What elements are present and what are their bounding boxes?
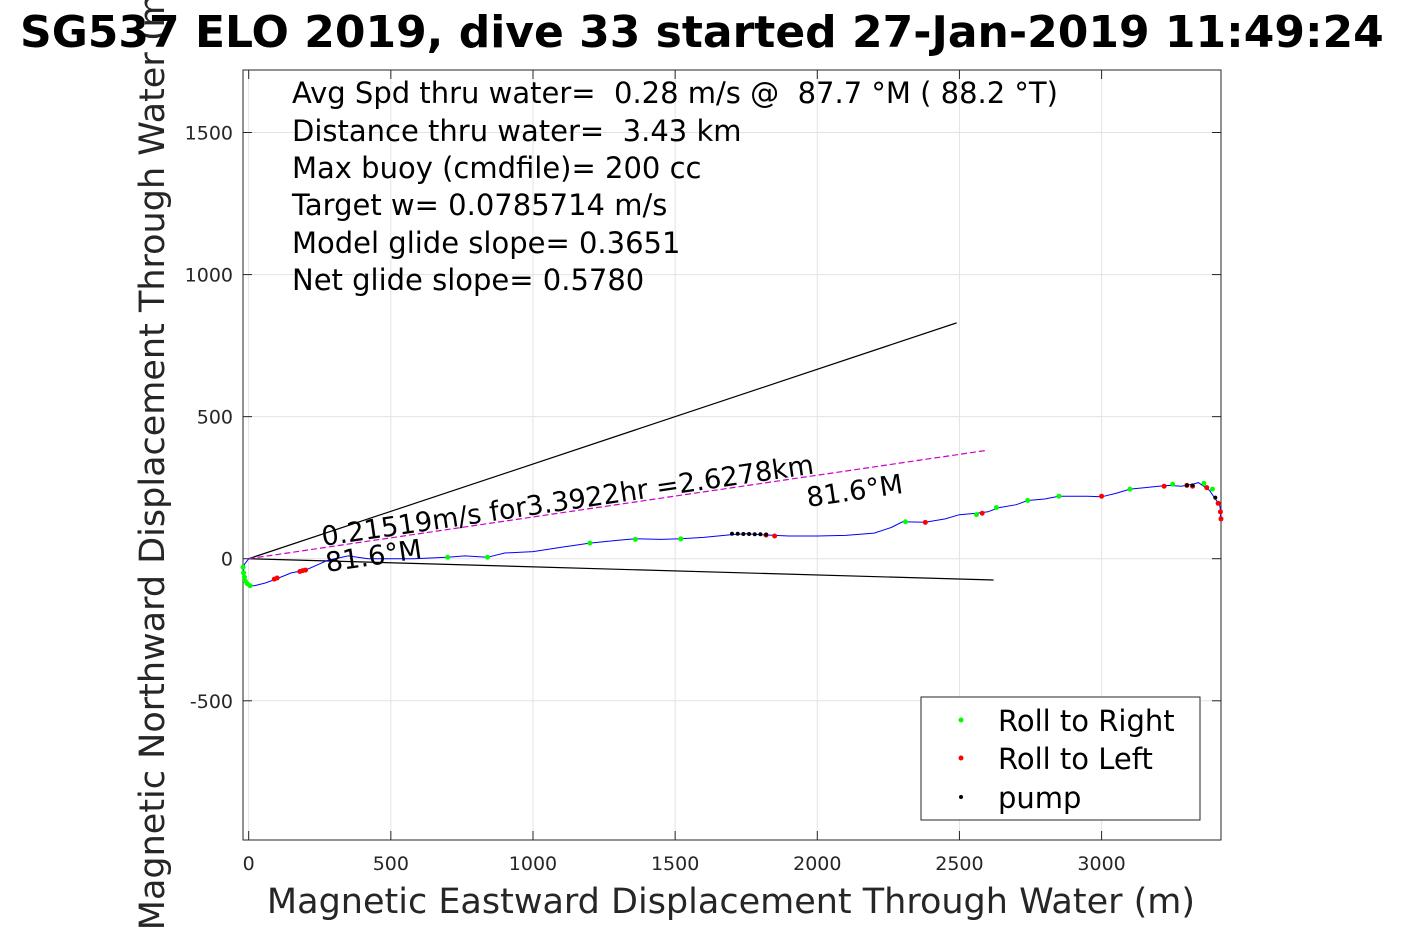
legend-box	[920, 696, 1201, 821]
x-tick-label: 2000	[793, 853, 841, 875]
point-roll-to-right	[1209, 486, 1215, 492]
point-roll-to-right	[1025, 497, 1031, 503]
y-tick-label: 500	[197, 407, 233, 429]
info-line-net-slope: Net glide slope= 0.5780	[292, 263, 644, 297]
point-roll-to-right	[1127, 486, 1133, 492]
x-tick-label: 500	[373, 853, 409, 875]
legend-marker-pump	[959, 795, 963, 799]
point-roll-to-right	[247, 583, 253, 589]
info-line-speed: Avg Spd thru water= 0.28 m/s @ 87.7 °M (…	[292, 76, 1058, 110]
point-pump	[758, 532, 763, 537]
legend-label-roll-left: Roll to Left	[998, 742, 1153, 776]
glider-track	[242, 482, 1222, 587]
y-tick-label: 1000	[185, 265, 233, 287]
point-roll-to-left	[1161, 483, 1167, 489]
point-roll-to-left	[979, 510, 985, 516]
point-roll-to-left	[1218, 516, 1224, 522]
legend: Roll to Right Roll to Left pump	[920, 696, 1201, 821]
x-axis-label: Magnetic Eastward Displacement Through W…	[267, 882, 1195, 922]
point-roll-to-right	[241, 570, 247, 576]
point-roll-to-left	[303, 567, 309, 573]
info-line-model-slope: Model glide slope= 0.3651	[292, 226, 680, 260]
x-tick-label: 2500	[935, 853, 983, 875]
point-roll-to-left	[1204, 485, 1210, 491]
point-roll-to-right	[485, 554, 490, 560]
point-roll-to-left	[1215, 500, 1221, 506]
point-roll-to-left	[1099, 493, 1105, 499]
y-tick-label: 1500	[185, 123, 233, 145]
point-roll-to-right	[587, 540, 593, 546]
point-roll-to-left	[1217, 509, 1223, 515]
point-roll-to-right	[902, 519, 908, 525]
legend-marker-roll-left	[958, 755, 964, 761]
current-vector-line	[248, 449, 988, 560]
info-box: Avg Spd thru water= 0.28 m/s @ 87.7 °M (…	[291, 76, 1058, 297]
point-roll-to-right	[678, 536, 684, 542]
point-pump	[1213, 495, 1218, 500]
point-roll-to-right	[1056, 493, 1062, 499]
chart-title: SG537 ELO 2019, dive 33 started 27-Jan-2…	[20, 7, 1384, 58]
heading-wedge-upper-line	[248, 322, 957, 560]
point-roll-to-right	[1201, 480, 1207, 486]
track-layer	[242, 482, 1222, 587]
x-tick-label: 3000	[1077, 853, 1125, 875]
reference-lines	[248, 322, 994, 581]
point-pump	[747, 531, 752, 536]
point-pump	[730, 531, 734, 536]
point-pump	[764, 532, 769, 537]
point-roll-to-right	[632, 536, 638, 542]
legend-marker-roll-right	[958, 717, 964, 723]
legend-label-pump: pump	[998, 781, 1081, 815]
x-tick-label: 0	[243, 853, 255, 875]
point-pump	[1184, 483, 1189, 488]
y-axis-label: Magnetic Northward Displacement Through …	[133, 0, 173, 930]
point-roll-to-left	[274, 575, 280, 581]
point-pump	[735, 531, 740, 536]
axis-ticks: 0 500 1000 1500 2000 2500 3000 -500 0 500 1000 1500	[185, 70, 1221, 875]
point-roll-to-left	[772, 533, 778, 539]
point-pump	[1190, 483, 1195, 488]
axes-box	[242, 69, 1222, 841]
legend-label-roll-right: Roll to Right	[998, 704, 1175, 738]
point-roll-to-right	[974, 512, 979, 518]
x-tick-label: 1000	[509, 853, 557, 875]
point-roll-to-right	[993, 505, 999, 511]
point-roll-to-right	[1170, 481, 1176, 487]
point-roll-to-left	[922, 519, 928, 525]
x-tick-label: 1500	[651, 853, 699, 875]
point-pump	[752, 532, 757, 537]
y-tick-label: 0	[221, 549, 233, 571]
point-layer	[240, 480, 1224, 589]
heading-wedge-lower-line	[248, 558, 994, 581]
info-line-buoy: Max buoy (cmdfile)= 200 cc	[292, 151, 701, 185]
point-pump	[741, 531, 746, 536]
info-line-distance: Distance thru water= 3.43 km	[292, 114, 742, 148]
point-roll-to-right	[445, 554, 451, 560]
info-line-target-w: Target w= 0.0785714 m/s	[291, 188, 667, 222]
point-roll-to-right	[240, 564, 246, 570]
y-tick-label: -500	[190, 691, 233, 713]
